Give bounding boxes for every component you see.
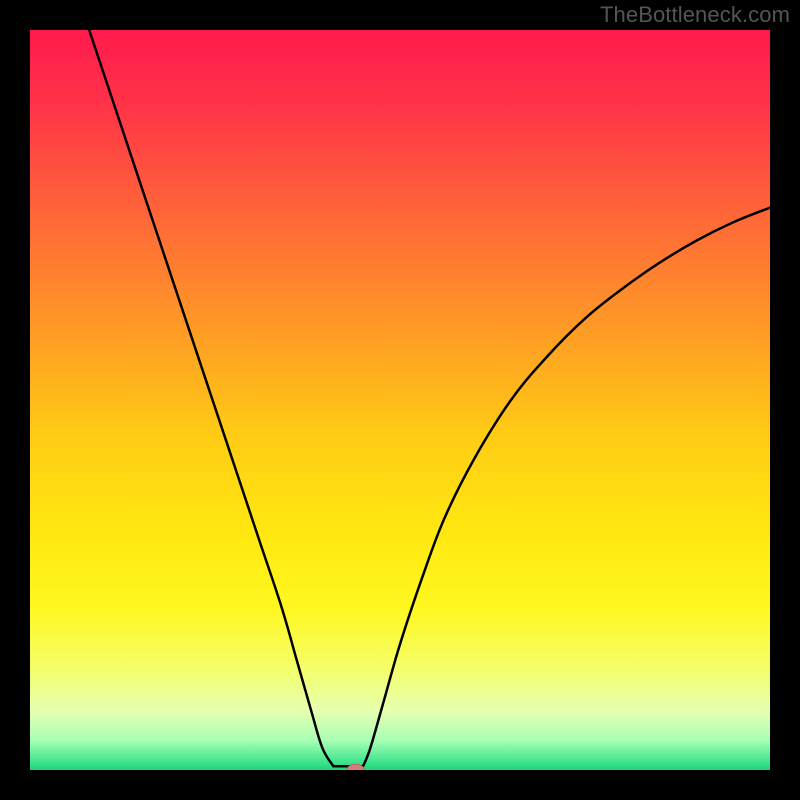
plot-background bbox=[30, 30, 770, 770]
chart-container: TheBottleneck.com bbox=[0, 0, 800, 800]
chart-svg bbox=[0, 0, 800, 800]
watermark-text: TheBottleneck.com bbox=[600, 2, 790, 28]
